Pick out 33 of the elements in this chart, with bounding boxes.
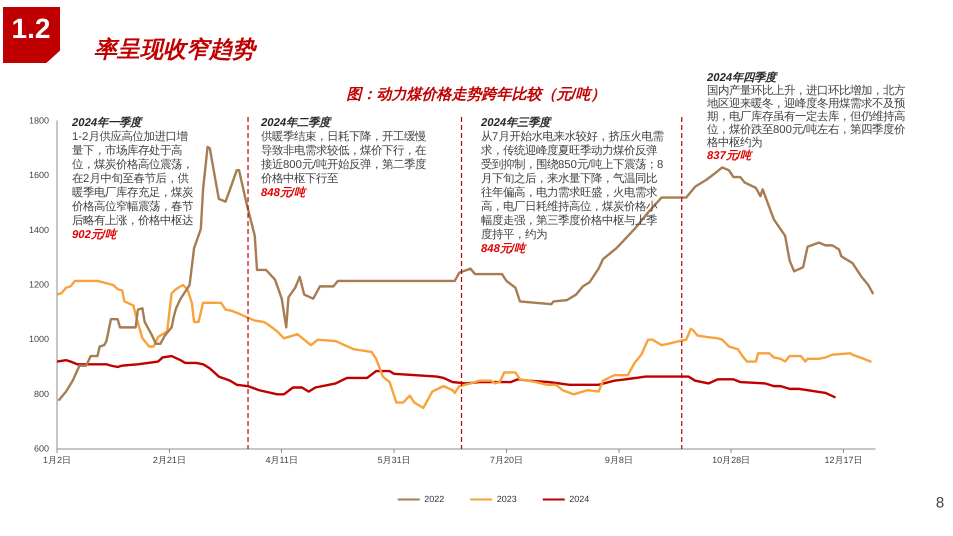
- x-tick-label: 9月8日: [604, 454, 633, 465]
- y-tick-label: 800: [34, 388, 49, 399]
- y-tick-label: 1600: [28, 170, 49, 180]
- annotation: 848元/吨: [481, 243, 525, 255]
- annotation: 1-2月供应高位加进口增量下，市场库存处于高位，煤炭价格高位震荡，在2月中旬至春节后，供暖季电厂库存充足，煤炭价格高位窄幅震荡，春节后略有上涨，价格中枢达: [72, 131, 193, 227]
- x-tick-label: 7月20日: [490, 454, 523, 465]
- x-tick-label: 4月11日: [266, 454, 298, 465]
- annotation: 2024年二季度: [261, 117, 330, 129]
- annotation: 902元/吨: [72, 229, 116, 241]
- annotation: 供暖季结束，日耗下降，开工缓慢导致非电需求较低，煤价下行，在接近800元/吨开始反弹，第二季度价格中枢下行至: [261, 131, 426, 185]
- text: 率呈现收窄趋势: [94, 36, 255, 62]
- text: 8: [936, 494, 944, 512]
- y-tick-label: 1400: [28, 224, 49, 235]
- legend-label: 2022: [424, 494, 444, 504]
- y-tick-label: 1200: [28, 279, 49, 290]
- y-tick-label: 600: [34, 443, 49, 454]
- text: 1.2: [12, 13, 50, 44]
- text: 2024年四季度: [707, 72, 776, 84]
- x-tick-label: 1月2日: [42, 454, 72, 465]
- x-tick-label: 2月21日: [152, 454, 186, 465]
- annotation: 国内产量环比上升，进口环比增加，北方地区迎来暖冬，迎峰度冬用煤需求不及预期，电厂库存虽有一定去库，但仍维持高位，煤价跌至800元/吨左右，第四季度价格中枢约为: [707, 85, 905, 149]
- x-tick-label: 10月28日: [712, 454, 750, 465]
- legend-label: 2023: [496, 494, 517, 504]
- y-tick-label: 1000: [28, 334, 49, 344]
- y-tick-label: 1800: [28, 115, 49, 126]
- annotation: 2024年三季度: [481, 117, 550, 129]
- annotation: 848元/吨: [261, 187, 305, 199]
- x-tick-label: 5月31日: [378, 454, 411, 465]
- x-tick-label: 12月17日: [824, 454, 863, 465]
- legend-label: 2024: [569, 494, 590, 504]
- chart-title: 图：动力煤价格走势跨年比较（元/吨）: [346, 86, 606, 104]
- annotation: 2024年一季度: [72, 117, 142, 129]
- annotation: 837元/吨: [707, 150, 751, 162]
